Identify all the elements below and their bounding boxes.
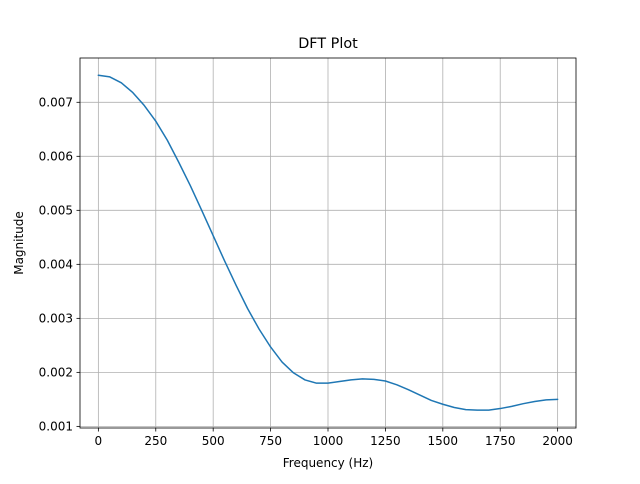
x-tick-label: 250 [144,434,167,448]
x-axis-label: Frequency (Hz) [283,456,374,470]
y-tick-label: 0.006 [39,150,73,164]
x-tick-label: 750 [259,434,282,448]
x-tick-label: 2000 [542,434,573,448]
y-tick-label: 0.002 [39,366,73,380]
x-tick-label: 1250 [370,434,401,448]
y-tick-label: 0.007 [39,96,73,110]
x-tick-label: 0 [95,434,103,448]
grid-lines [80,58,576,428]
x-tick-label: 500 [202,434,225,448]
x-axis-ticks: 0 250 500 750 1000 1250 1500 1750 2000 [95,428,573,448]
y-tick-label: 0.004 [39,258,73,272]
x-tick-label: 1000 [313,434,344,448]
series-line [97,74,559,411]
y-axis-label: Magnitude [12,211,26,275]
chart-title: DFT Plot [298,36,358,52]
y-tick-label: 0.001 [39,420,73,434]
x-tick-label: 1500 [428,434,459,448]
y-tick-label: 0.005 [39,204,73,218]
x-tick-label: 1750 [485,434,516,448]
y-tick-label: 0.003 [39,312,73,326]
series-layer [97,74,559,411]
y-axis-ticks: 0.001 0.002 0.003 0.004 0.005 0.006 0.007 [39,96,80,434]
